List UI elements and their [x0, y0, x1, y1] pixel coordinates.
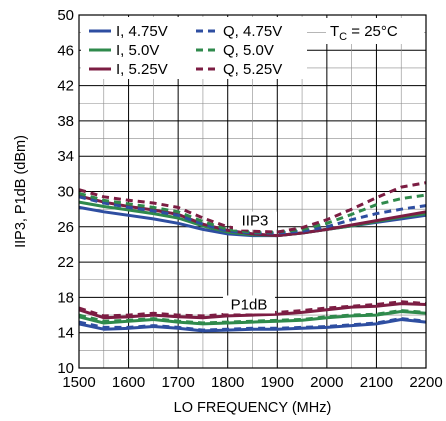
plot-frame [78, 14, 427, 369]
condition-subscript: C [339, 31, 347, 43]
x-tick-label: 1500 [62, 374, 95, 391]
condition-label: TC = 25°C [330, 23, 398, 43]
series-line-iip3 [78, 194, 427, 238]
x-tick-label: 1600 [112, 374, 145, 391]
annotation-p1db-background [223, 295, 276, 314]
legend-label: I, 4.75V [116, 23, 168, 40]
y-tick-label: 38 [57, 113, 74, 130]
annotation-p1db: P1dB [231, 296, 268, 313]
annotation-iip3: IIP3 [242, 213, 269, 230]
x-axis-title: LO FREQUENCY (MHz) [174, 400, 332, 416]
y-tick-label: 18 [57, 289, 74, 306]
legend-label: I, 5.25V [116, 61, 168, 78]
x-tick-label: 1900 [261, 374, 294, 391]
series-layer [78, 181, 427, 333]
legend-label: I, 5.0V [116, 42, 159, 59]
legend-label: Q, 5.0V [223, 42, 274, 59]
y-tick-label: 22 [57, 254, 74, 271]
y-tick-label: 50 [57, 7, 74, 24]
condition-suffix: = 25°C [347, 23, 398, 40]
y-tick-label: 10 [57, 360, 74, 377]
y-tick-label: 14 [57, 325, 74, 342]
annotation-iip3-background [232, 211, 277, 230]
condition-prefix: T [330, 23, 339, 40]
series-line-iip3 [78, 181, 427, 234]
legend-label: Q, 5.25V [223, 61, 282, 78]
y-tick-label: 26 [57, 219, 74, 236]
series-line-p1db [78, 317, 427, 332]
x-tick-label: 2200 [409, 374, 442, 391]
y-tick-label: 42 [57, 78, 74, 95]
y-tick-label: 34 [57, 148, 74, 165]
x-tick-label: 1700 [161, 374, 194, 391]
x-tick-label: 2000 [310, 374, 343, 391]
x-tick-label: 1800 [211, 374, 244, 391]
series-line-p1db [78, 309, 427, 325]
condition-label-background [326, 18, 424, 44]
legend-background [81, 17, 307, 79]
tick-labels: 10 14 18 22 26 30 34 38 42 46 50 1500 1600 1700 1800 19… [57, 7, 442, 391]
y-axis-title: IIP3, P1dB (dBm) [13, 135, 29, 248]
y-tick-label: 30 [57, 184, 74, 201]
x-tick-label: 2100 [360, 374, 393, 391]
legend: I, 4.75V I, 5.0V I, 5.25V Q, 4.75V Q, 5.0V Q,… [89, 23, 282, 78]
legend-label: Q, 4.75V [223, 23, 282, 40]
y-tick-label: 46 [57, 42, 74, 59]
